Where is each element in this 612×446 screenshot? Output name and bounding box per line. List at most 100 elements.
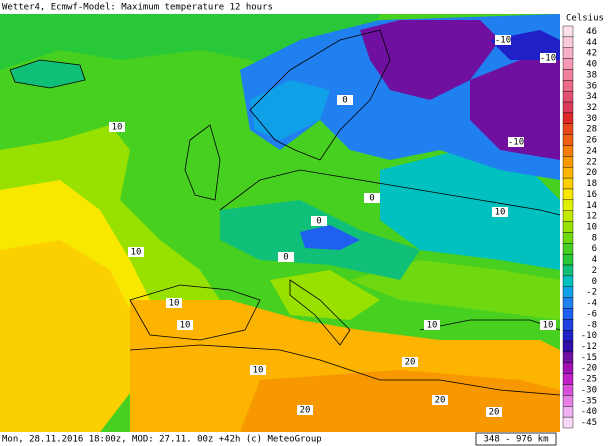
- legend-label: 46: [586, 27, 597, 37]
- contour-label-box: [540, 53, 556, 63]
- legend-label: -25: [581, 375, 597, 385]
- legend-swatch: [562, 395, 574, 407]
- legend-label: 26: [586, 136, 597, 146]
- contour-label-box: [402, 357, 418, 367]
- legend-swatch: [562, 253, 574, 266]
- contour-label-box: [337, 95, 353, 105]
- legend-swatch: [562, 145, 574, 157]
- legend-swatch: [562, 177, 574, 190]
- legend-swatch: [562, 340, 574, 353]
- legend-swatch: [562, 167, 574, 179]
- contour-label-box: [250, 365, 266, 375]
- map-area: [0, 14, 561, 432]
- legend-swatch: [562, 36, 574, 48]
- contour-label: 10: [543, 321, 554, 331]
- contour-label-box: [297, 405, 313, 415]
- legend-label: 22: [586, 157, 597, 167]
- contour-label-box: [128, 247, 144, 257]
- coastline: [129, 344, 561, 396]
- legend-swatch: [562, 416, 574, 429]
- legend-swatch: [562, 243, 574, 255]
- coastline: [184, 124, 221, 201]
- legend-label: -12: [581, 342, 597, 352]
- legend-swatch: [562, 47, 574, 59]
- scale-box: [475, 432, 557, 446]
- contour-label: 10: [427, 321, 438, 331]
- legend-label: -35: [581, 396, 597, 406]
- contour-labels: -10 -10 -10 10 0 10 0 0 0 10 10 10 10 20 20 20 20 10 10: [109, 35, 556, 418]
- legend-swatch: [562, 134, 574, 146]
- legend-label: -6: [586, 309, 597, 319]
- legend-label: 38: [586, 70, 597, 80]
- contour-label: 20: [435, 396, 446, 406]
- legend-label: 10: [586, 223, 597, 233]
- contour-label-box: [109, 122, 125, 132]
- contour-label: 20: [405, 358, 416, 368]
- contour-label: 10: [112, 123, 123, 133]
- legend-swatch: [562, 308, 574, 320]
- field: [360, 20, 500, 100]
- legend-label: 30: [586, 114, 597, 124]
- contour-label: 10: [253, 366, 264, 376]
- contour-label: -10: [495, 36, 511, 46]
- legend-swatch: [562, 319, 574, 331]
- legend-swatch: [562, 384, 574, 396]
- legend-label: 18: [586, 179, 597, 189]
- legend-label: 0: [592, 277, 597, 287]
- contour-label: 10: [180, 321, 191, 331]
- legend-label: 12: [586, 212, 597, 222]
- coastline: [249, 29, 391, 161]
- iberia: [129, 284, 261, 341]
- legend-label: -2: [586, 288, 597, 298]
- legend-label: -15: [581, 353, 597, 363]
- legend-swatch: [562, 330, 574, 342]
- legend-swatch: [562, 210, 574, 222]
- legend-label: 20: [586, 168, 597, 178]
- contour-label-box: [540, 320, 556, 330]
- header-title: Wetter4, Ecmwf-Model: Maximum temperatur…: [2, 3, 273, 13]
- legend-swatch: [562, 25, 574, 38]
- legend-swatch: [562, 297, 574, 309]
- legend-label: 2: [592, 266, 597, 276]
- legend-label: 6: [592, 244, 597, 254]
- contour-label: 10: [169, 299, 180, 309]
- iceland: [9, 59, 86, 89]
- scale-text: 348 - 976 km: [483, 435, 548, 445]
- legend-label: 8: [592, 233, 597, 243]
- legend-label: -10: [581, 331, 597, 341]
- legend-title: Celsius: [566, 14, 604, 24]
- legend-label: 44: [586, 38, 597, 48]
- legend-swatch: [562, 199, 574, 211]
- contour-label: 20: [489, 408, 500, 418]
- legend-label: 32: [586, 103, 597, 113]
- field: [270, 270, 380, 320]
- legend-label: 40: [586, 60, 597, 70]
- legend-swatch: [562, 221, 574, 233]
- legend: 4644424038363432302826242220181614121086…: [562, 25, 597, 429]
- legend-swatch: [562, 286, 574, 298]
- footer-text: Mon, 28.11.2016 18:00z, MOD: 27.11. 00z …: [2, 435, 322, 445]
- legend-swatch: [562, 232, 574, 244]
- legend-swatch: [562, 373, 574, 385]
- legend-label: -4: [586, 299, 597, 309]
- legend-swatch: [562, 275, 574, 287]
- legend-label: 24: [586, 146, 597, 156]
- legend-swatch: [562, 362, 574, 374]
- contour-label: 0: [342, 96, 347, 106]
- legend-label: 4: [592, 255, 597, 265]
- contour-label-box: [492, 207, 508, 217]
- field: [470, 60, 560, 160]
- contour-label-box: [278, 252, 294, 262]
- contour-label-box: [311, 216, 327, 226]
- italy: [289, 279, 351, 346]
- legend-swatch: [562, 264, 574, 277]
- legend-swatch: [562, 101, 574, 114]
- contour-label: 20: [300, 406, 311, 416]
- legend-label: 36: [586, 81, 597, 91]
- legend-swatch: [562, 112, 574, 124]
- contour-label: 0: [369, 194, 374, 204]
- contour-label: 0: [316, 217, 321, 227]
- legend-label: -30: [581, 385, 597, 395]
